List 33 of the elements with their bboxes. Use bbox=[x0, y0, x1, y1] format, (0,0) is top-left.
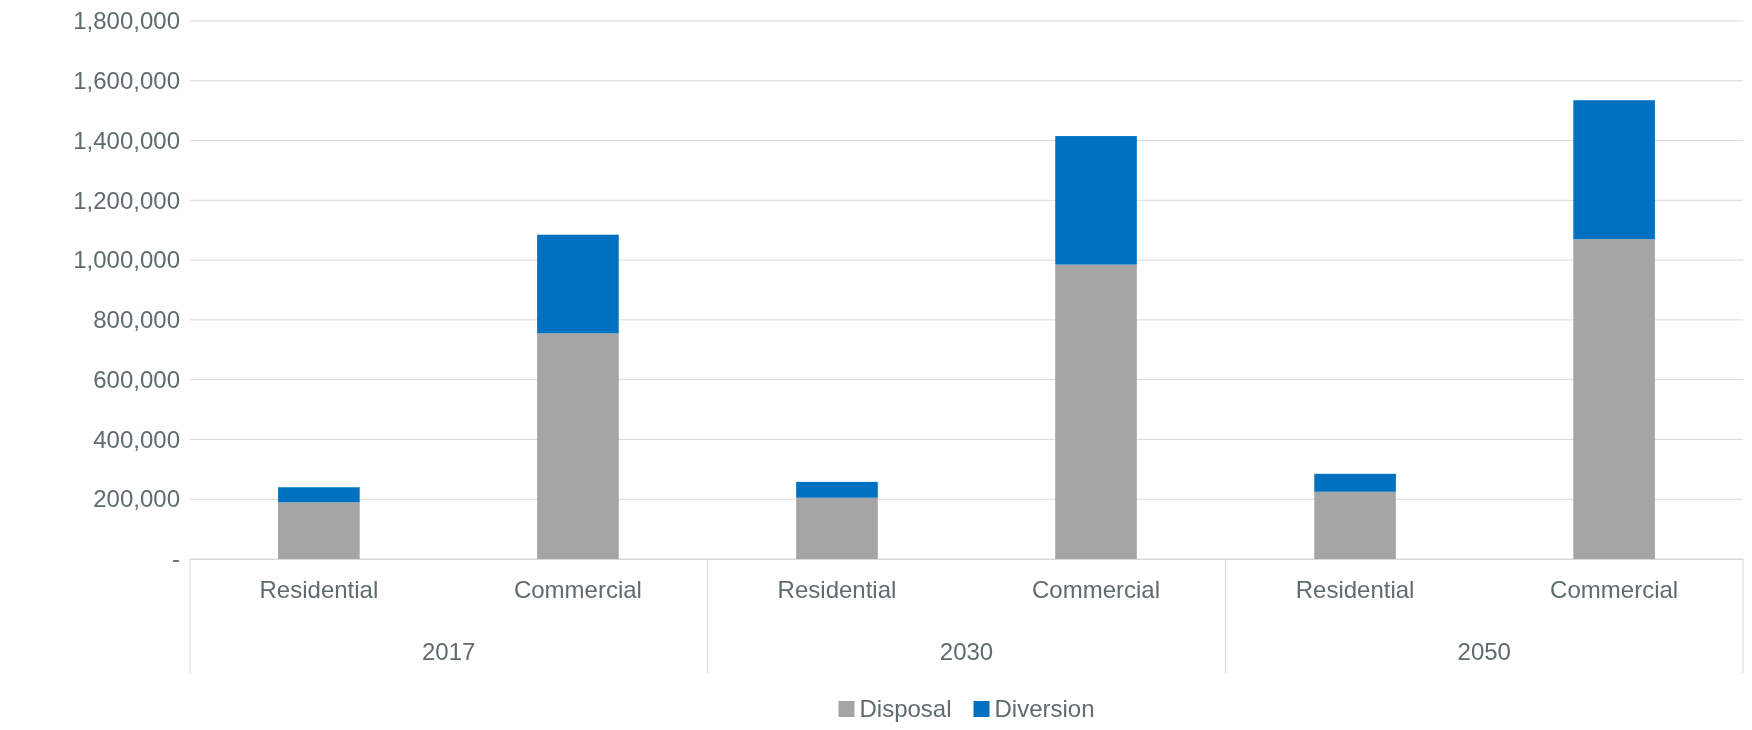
x-tick-label: Commercial bbox=[513, 576, 642, 604]
y-tick-label: 1,200,000 bbox=[73, 186, 180, 214]
bar bbox=[796, 481, 878, 498]
bar bbox=[537, 333, 619, 559]
y-tick-label: - bbox=[172, 545, 180, 573]
x-tick-label: Commercial bbox=[1550, 576, 1679, 604]
bar bbox=[1314, 491, 1396, 559]
bar bbox=[537, 234, 619, 334]
x-tick-label: Commercial bbox=[1032, 576, 1161, 604]
legend-label: Disposal bbox=[859, 695, 952, 722]
text: 2030 bbox=[939, 638, 994, 665]
bar bbox=[278, 487, 360, 503]
y-tick-label: 1,600,000 bbox=[73, 66, 180, 94]
legend-label: Diversion bbox=[994, 695, 1095, 722]
y-tick-label: 1,000,000 bbox=[73, 246, 180, 274]
y-tick-label: 600,000 bbox=[93, 365, 180, 393]
y-tick-label: 1,800,000 bbox=[73, 7, 180, 35]
y-tick-label: 400,000 bbox=[93, 425, 180, 453]
y-tick-label: 200,000 bbox=[93, 485, 180, 513]
y-tick-label: 1,400,000 bbox=[73, 126, 180, 154]
bar bbox=[1573, 239, 1655, 559]
text: 2050 bbox=[1457, 638, 1511, 665]
bar bbox=[1314, 473, 1396, 492]
y-tick-label: 800,000 bbox=[93, 306, 180, 334]
x-tick-label: Residential bbox=[259, 576, 379, 604]
x-tick-label: Residential bbox=[1295, 576, 1415, 604]
text: 2017 bbox=[422, 638, 476, 665]
bar bbox=[1055, 264, 1137, 559]
x-tick-label: Residential bbox=[777, 576, 897, 604]
bar bbox=[796, 497, 878, 559]
bar bbox=[278, 502, 360, 559]
bar bbox=[1573, 100, 1655, 240]
bar bbox=[1055, 136, 1137, 265]
